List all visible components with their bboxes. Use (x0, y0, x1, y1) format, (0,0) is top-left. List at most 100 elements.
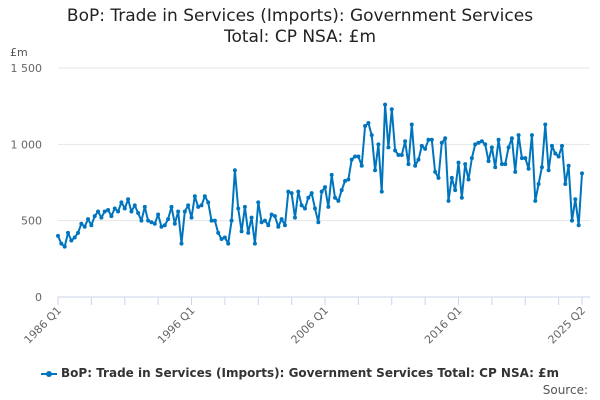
data-point (576, 223, 581, 228)
data-point (346, 177, 351, 182)
data-point (373, 168, 378, 173)
data-point (172, 221, 177, 226)
data-point (189, 215, 194, 220)
data-point (219, 236, 224, 241)
data-point (202, 194, 207, 199)
data-point (239, 229, 244, 234)
data-point (393, 148, 398, 153)
data-point (366, 120, 371, 125)
data-point (296, 189, 301, 194)
data-point (323, 185, 328, 190)
data-point (489, 145, 494, 150)
data-point (309, 191, 314, 196)
y-tick-label: 0 (35, 291, 42, 304)
data-point (403, 139, 408, 144)
data-point (413, 163, 418, 168)
data-point (229, 218, 234, 223)
data-point (426, 137, 431, 142)
data-point (376, 142, 381, 147)
data-point (396, 153, 401, 158)
data-point (292, 215, 297, 220)
x-tick-label: 1996 Q1 (155, 304, 198, 347)
data-point (162, 223, 167, 228)
data-point (149, 220, 154, 225)
data-point (159, 224, 164, 229)
data-point (523, 156, 528, 161)
series-line (57, 103, 583, 248)
data-point (486, 159, 491, 164)
data-point (559, 143, 564, 148)
data-point (553, 151, 558, 156)
data-point (479, 139, 484, 144)
legend[interactable]: BoP: Trade in Services (Imports): Govern… (0, 366, 600, 380)
data-point (289, 191, 294, 196)
data-point (136, 211, 141, 216)
data-point (563, 182, 568, 187)
data-point (356, 154, 361, 159)
data-point (282, 223, 287, 228)
chart-title: BoP: Trade in Services (Imports): Govern… (0, 6, 600, 48)
data-point (409, 122, 414, 127)
data-point (126, 197, 131, 202)
data-point (416, 157, 421, 162)
data-point (109, 214, 114, 219)
data-point (299, 203, 304, 208)
data-point (333, 195, 338, 200)
data-point (76, 230, 81, 235)
data-point (279, 217, 284, 222)
data-point (363, 124, 368, 129)
data-point (379, 189, 384, 194)
data-point (146, 218, 151, 223)
data-point (433, 169, 438, 174)
data-point (466, 177, 471, 182)
data-point (79, 221, 84, 226)
data-point (249, 215, 254, 220)
data-point (66, 230, 71, 235)
data-point (499, 162, 504, 167)
data-point (182, 209, 187, 214)
y-axis-label: £m (10, 46, 28, 59)
data-point (469, 156, 474, 161)
data-point (353, 154, 358, 159)
data-point (519, 156, 524, 161)
data-point (473, 142, 478, 147)
data-point (72, 235, 77, 240)
data-point (306, 195, 311, 200)
data-point (56, 233, 60, 238)
x-tick-label: 2016 Q1 (422, 304, 465, 347)
data-point (222, 235, 227, 240)
data-point (89, 223, 94, 228)
data-point (436, 175, 441, 180)
data-point (216, 230, 221, 235)
data-point (62, 244, 67, 249)
source-label: Source: (542, 383, 588, 397)
data-point (199, 203, 204, 208)
data-point (209, 218, 214, 223)
data-point (232, 168, 237, 173)
data-point (383, 102, 388, 107)
data-point (129, 209, 134, 214)
data-point (246, 230, 251, 235)
y-tick-label: 1 000 (11, 138, 43, 151)
data-point (69, 238, 74, 243)
data-point (399, 153, 404, 158)
data-point (336, 198, 341, 203)
data-point (343, 178, 348, 183)
data-point (316, 220, 321, 225)
data-point (206, 200, 211, 205)
data-point (152, 221, 157, 226)
data-point (186, 203, 191, 208)
y-tick-label: 1 500 (11, 62, 43, 75)
data-point (252, 241, 257, 246)
data-point (389, 107, 394, 112)
data-point (312, 206, 317, 211)
data-point (513, 169, 518, 174)
data-point (269, 212, 274, 217)
data-point (192, 194, 197, 199)
data-point (443, 136, 448, 141)
data-point (439, 140, 444, 145)
data-point (236, 206, 241, 211)
data-point (176, 209, 181, 214)
data-point (179, 241, 184, 246)
